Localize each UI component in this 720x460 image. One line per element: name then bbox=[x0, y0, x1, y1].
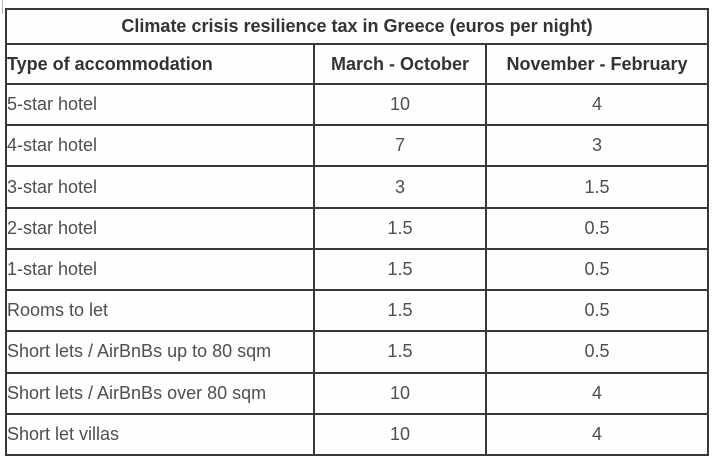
tax-value-cell: 10 bbox=[313, 371, 487, 415]
tax-value-cell: 0.5 bbox=[484, 289, 710, 333]
table-row: Short let villas 10 4 bbox=[5, 412, 710, 457]
tax-value-cell: 1.5 bbox=[313, 206, 487, 250]
accommodation-type-cell: 2-star hotel bbox=[5, 206, 315, 250]
table-row: 3-star hotel 3 1.5 bbox=[5, 165, 710, 209]
table-row: 1-star hotel 1.5 0.5 bbox=[5, 247, 710, 292]
accommodation-type-cell: Short lets / AirBnBs over 80 sqm bbox=[5, 371, 315, 415]
accommodation-type-cell: 1-star hotel bbox=[5, 247, 315, 292]
tax-value-cell: 10 bbox=[313, 412, 487, 457]
accommodation-type-cell: Short lets / AirBnBs up to 80 sqm bbox=[5, 330, 315, 374]
table-row: 4-star hotel 7 3 bbox=[5, 124, 710, 168]
cursor-artifact bbox=[2, 0, 3, 14]
tax-value-cell: 7 bbox=[313, 124, 487, 168]
accommodation-type-cell: 3-star hotel bbox=[5, 165, 315, 209]
table-title: Climate crisis resilience tax in Greece … bbox=[4, 8, 710, 45]
tax-value-cell: 1.5 bbox=[313, 330, 487, 374]
tax-table: Climate crisis resilience tax in Greece … bbox=[4, 8, 710, 457]
tax-value-cell: 0.5 bbox=[484, 206, 710, 250]
accommodation-type-cell: Short let villas bbox=[5, 412, 315, 457]
accommodation-type-cell: 5-star hotel bbox=[5, 82, 315, 127]
tax-value-cell: 4 bbox=[484, 82, 710, 127]
accommodation-type-cell: 4-star hotel bbox=[5, 124, 315, 168]
tax-value-cell: 0.5 bbox=[484, 330, 710, 374]
tax-value-cell: 1.5 bbox=[484, 165, 710, 209]
column-header-november-february: November - February bbox=[484, 43, 710, 85]
table-row: Short lets / AirBnBs up to 80 sqm 1.5 0.5 bbox=[5, 330, 710, 374]
tax-value-cell: 4 bbox=[484, 371, 710, 415]
table-row: 2-star hotel 1.5 0.5 bbox=[5, 206, 710, 250]
table-header-row: Type of accommodation March - October No… bbox=[5, 43, 710, 85]
table-row: 5-star hotel 10 4 bbox=[5, 82, 710, 127]
tax-value-cell: 3 bbox=[484, 124, 710, 168]
tax-value-cell: 0.5 bbox=[484, 247, 710, 292]
table-body: 5-star hotel 10 4 4-star hotel 7 3 3-star hote… bbox=[5, 82, 710, 457]
tax-value-cell: 1.5 bbox=[313, 289, 487, 333]
column-header-march-october: March - October bbox=[313, 43, 487, 85]
table-title-row: Climate crisis resilience tax in Greece … bbox=[4, 8, 710, 45]
table-row: Rooms to let 1.5 0.5 bbox=[5, 289, 710, 333]
accommodation-type-cell: Rooms to let bbox=[5, 289, 315, 333]
column-header-accommodation-type: Type of accommodation bbox=[5, 43, 315, 85]
tax-value-cell: 1.5 bbox=[313, 247, 487, 292]
tax-value-cell: 3 bbox=[313, 165, 487, 209]
tax-value-cell: 4 bbox=[484, 412, 710, 457]
table-row: Short lets / AirBnBs over 80 sqm 10 4 bbox=[5, 371, 710, 415]
tax-value-cell: 10 bbox=[313, 82, 487, 127]
